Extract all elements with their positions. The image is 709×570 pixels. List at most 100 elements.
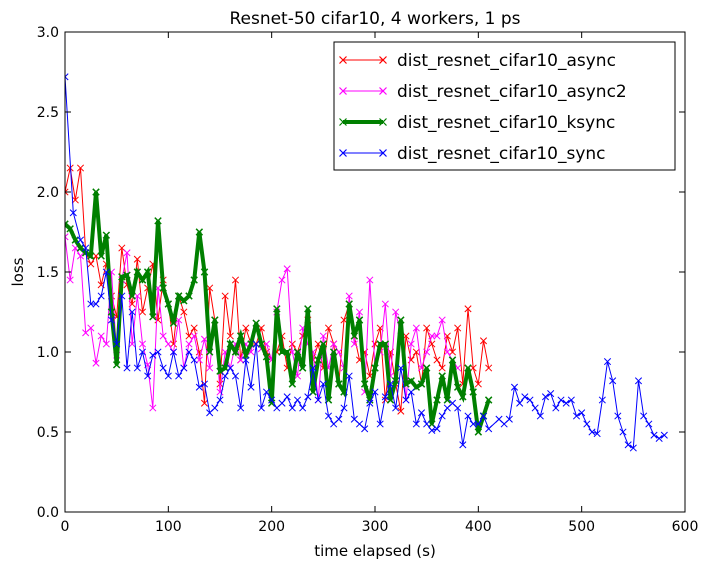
data-point [619,428,627,436]
x-tick-label: 200 [258,519,285,535]
data-point [66,225,74,233]
data-point [547,390,555,398]
data-point [474,420,482,428]
data-point [242,356,250,364]
data-point [273,305,281,313]
data-point [65,233,69,241]
data-point [407,340,415,348]
data-point [319,332,327,340]
data-point [185,348,193,356]
data-point [185,292,193,300]
data-point [211,404,219,412]
data-point [144,372,152,380]
data-point [283,265,291,273]
data-point [268,396,276,404]
data-point [366,276,374,284]
data-point [231,372,240,380]
data-point [464,364,472,372]
data-point [391,377,400,385]
y-tick-label: 0.5 [37,425,59,441]
data-point [288,340,296,348]
data-point [557,396,565,404]
data-point [443,348,451,356]
x-axis-label: time elapsed (s) [314,542,436,560]
data-point [567,396,575,404]
data-point [526,396,534,404]
data-point [314,356,322,364]
data-point [655,434,663,442]
data-point [479,337,488,345]
data-point [128,308,136,316]
data-point [454,324,462,332]
data-point [164,372,172,380]
data-point [345,300,353,308]
y-tick-label: 0.0 [37,505,59,521]
data-point [190,332,198,340]
data-point [87,300,95,308]
data-point [66,276,74,284]
data-point [376,420,384,428]
data-point [443,396,452,404]
data-point [397,316,405,324]
data-point [200,335,209,343]
legend-label: dist_resnet_cifar10_ksync [397,113,615,133]
chart-title: Resnet-50 cifar10, 4 workers, 1 ps [229,9,520,29]
data-point [138,348,147,356]
data-point [314,396,322,404]
data-point [660,431,668,439]
data-point [588,428,596,436]
data-point [324,324,333,332]
data-point [629,444,637,452]
data-point [433,356,441,364]
data-point [350,340,358,348]
legend-entry: dist_resnet_cifar10_sync [339,144,606,164]
data-point [428,426,436,434]
data-point [469,388,477,396]
data-point [634,377,643,385]
y-tick-label: 1.5 [37,265,59,281]
data-point [159,364,167,372]
data-point [200,399,209,407]
data-point [283,348,291,356]
data-point [200,380,209,388]
data-point [366,399,374,407]
data-point [407,377,415,385]
data-point [118,292,126,300]
data-point [299,404,307,412]
data-point [288,380,297,388]
data-point [159,332,167,340]
data-point [371,364,379,372]
data-point [598,396,606,404]
x-tick-label: 100 [155,519,182,535]
data-point [479,412,488,420]
data-point [102,231,111,239]
legend-entry: dist_resnet_cifar10_ksync [339,113,615,133]
data-point [97,332,105,340]
data-point [69,209,77,217]
data-point [97,292,105,300]
data-point [350,332,359,340]
data-point [102,340,110,348]
data-point [190,356,198,364]
data-point [572,412,581,420]
data-point [138,308,147,316]
data-point [128,340,136,348]
data-point [118,273,126,281]
legend-label: dist_resnet_cifar10_sync [397,144,606,164]
data-point [107,308,116,316]
legend: dist_resnet_cifar10_async dist_resnet_cif… [333,41,676,171]
data-point [226,332,234,340]
data-point [71,196,79,204]
data-point [262,388,271,396]
legend-marker [379,149,387,157]
data-point [448,348,457,356]
data-point [133,364,141,372]
legend-marker [339,149,347,157]
x-tick-label: 600 [672,519,699,535]
data-point [278,399,286,407]
data-point [407,388,415,396]
data-point [459,441,467,449]
data-point [195,356,203,364]
data-point [221,292,229,300]
